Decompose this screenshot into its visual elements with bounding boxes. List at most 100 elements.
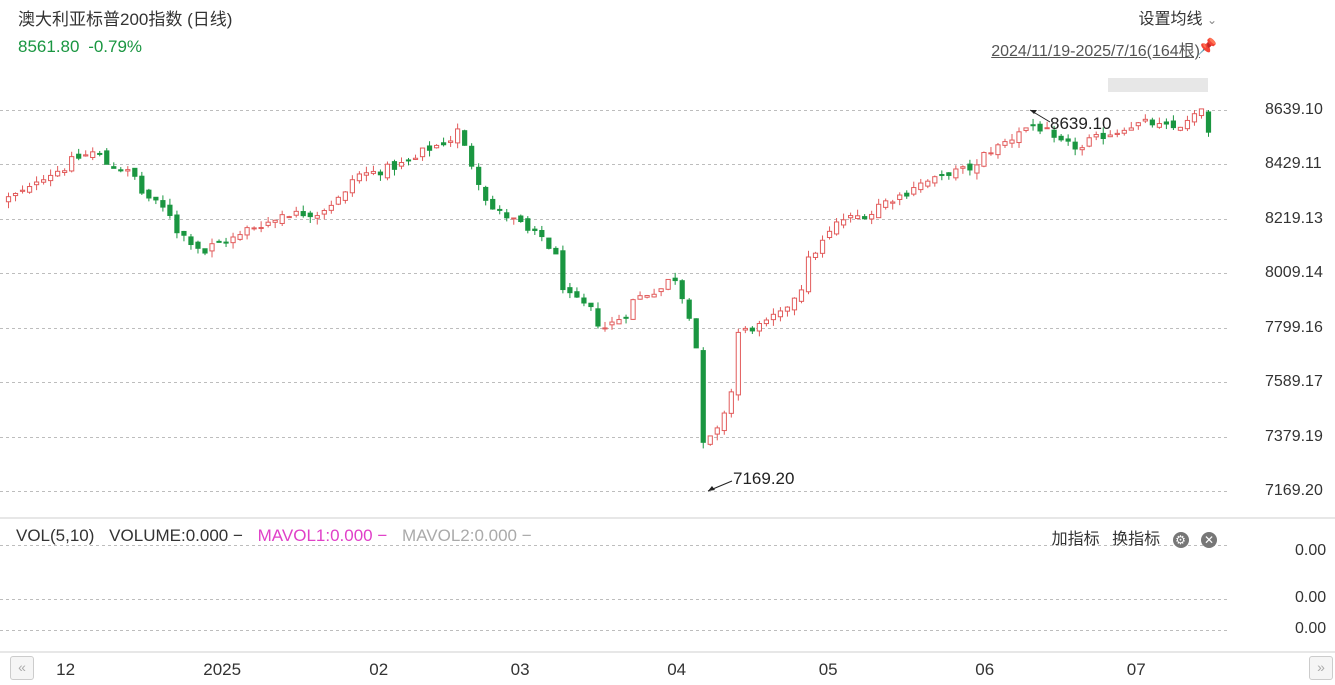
candle <box>111 162 117 169</box>
candle <box>777 307 784 322</box>
candle-body <box>125 169 131 172</box>
candle-body <box>321 210 327 215</box>
high-arrowhead <box>1030 110 1037 114</box>
candle-body <box>223 241 229 244</box>
candle-body <box>391 161 398 170</box>
scroll-right-button[interactable]: » <box>1309 656 1333 680</box>
candle-body <box>679 280 685 300</box>
candle <box>1023 127 1029 133</box>
candle-body <box>876 203 882 219</box>
candle-body <box>146 189 152 199</box>
candle <box>1142 114 1148 124</box>
candle-body <box>553 247 559 255</box>
candle <box>384 161 391 181</box>
candle-body <box>1044 127 1050 130</box>
candle-body <box>455 128 461 144</box>
candle <box>1065 134 1071 146</box>
candle <box>539 225 545 242</box>
candle-body <box>525 218 531 231</box>
gear-icon[interactable]: ⚙ <box>1172 531 1189 548</box>
candle <box>581 293 587 307</box>
candle-body <box>995 144 1001 156</box>
candle-body <box>314 215 320 219</box>
candle-body <box>33 181 40 186</box>
candle-body <box>90 151 96 158</box>
candle <box>630 298 636 320</box>
add-indicator-button[interactable]: 加指标 <box>1051 531 1100 548</box>
candle <box>1128 121 1134 131</box>
candle <box>349 175 355 197</box>
candle-body <box>855 215 861 220</box>
candle-body <box>40 179 47 183</box>
candle-body <box>560 250 566 291</box>
candle-body <box>658 288 664 293</box>
candle <box>118 167 124 173</box>
candle <box>805 250 812 295</box>
candle-body <box>48 174 54 182</box>
candle <box>897 192 903 206</box>
candle-body <box>153 196 159 201</box>
candle <box>370 165 377 176</box>
candle-body <box>1191 113 1198 123</box>
candle-body <box>132 167 138 177</box>
grid-lines <box>0 110 1228 492</box>
price-axis-label: 7379.19 <box>1265 427 1323 445</box>
candle <box>700 347 706 449</box>
candle <box>146 188 152 202</box>
switch-indicator-button[interactable]: 换指标 <box>1112 531 1161 548</box>
pin-icon[interactable]: 📌 <box>1197 39 1217 56</box>
candle <box>658 288 664 297</box>
candle-body <box>293 210 299 216</box>
candle <box>195 240 201 254</box>
candle <box>602 321 608 332</box>
time-axis-label: 06 <box>975 660 995 679</box>
candle-body <box>1156 123 1162 128</box>
candle <box>286 215 292 219</box>
candle <box>167 198 173 219</box>
candle-body <box>749 327 755 332</box>
scroll-left-button[interactable]: « <box>10 656 34 680</box>
candle <box>833 218 840 236</box>
candle <box>321 208 327 220</box>
candle <box>1121 127 1127 136</box>
candle <box>672 272 678 285</box>
candle-body <box>763 319 769 325</box>
candle-body <box>398 162 405 167</box>
volume-axis-label-3: 0.00 <box>1295 620 1327 637</box>
candle <box>483 185 489 206</box>
candle-body <box>1058 135 1064 141</box>
candle <box>946 172 952 180</box>
candle-body <box>869 213 875 220</box>
candle <box>679 279 685 304</box>
candle-body <box>111 166 117 169</box>
candle <box>637 291 643 300</box>
price-axis-label: 7169.20 <box>1265 481 1323 499</box>
price-axis-label: 8009.14 <box>1265 263 1323 281</box>
candle <box>125 166 131 177</box>
candle-body <box>195 241 201 249</box>
price-line: 8561.80 -0.79% <box>18 37 142 57</box>
candle-body <box>174 214 180 234</box>
candle-body <box>1149 119 1155 126</box>
low-annotation: 7169.20 <box>733 469 795 488</box>
candle <box>798 285 805 304</box>
candle-body <box>160 200 166 208</box>
candle <box>1093 131 1099 141</box>
candle <box>855 209 861 220</box>
set-moving-average-button[interactable]: 设置均线 ⌄ <box>1138 5 1217 29</box>
date-range[interactable]: 2024/11/19-2025/7/16(164根) <box>991 43 1200 60</box>
candle-body <box>335 196 341 205</box>
candle <box>518 214 524 223</box>
candle <box>237 230 243 241</box>
candle-body <box>1072 141 1078 150</box>
close-icon[interactable]: ✕ <box>1201 531 1217 548</box>
candle <box>476 163 482 191</box>
time-axis-label: 02 <box>369 660 389 679</box>
candle <box>462 129 468 146</box>
candle-body <box>433 144 440 149</box>
candle <box>258 221 264 233</box>
candle <box>840 213 847 229</box>
candle <box>279 210 285 227</box>
candle-body <box>307 212 313 218</box>
candle <box>1177 126 1184 132</box>
